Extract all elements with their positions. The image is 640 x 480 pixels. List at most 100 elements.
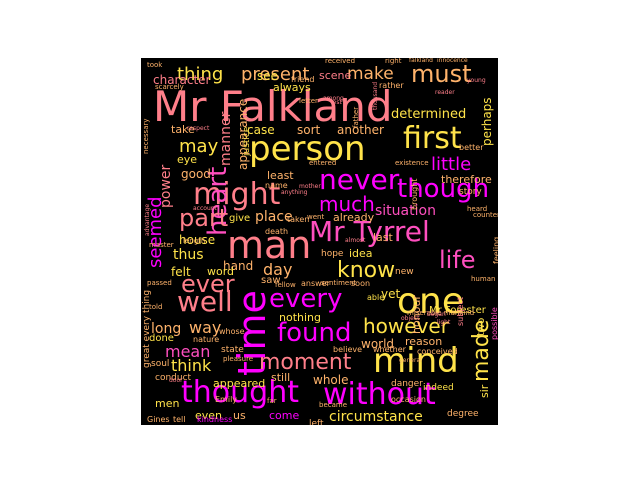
cloud-word: left bbox=[309, 419, 324, 426]
cloud-word: thing bbox=[177, 64, 224, 85]
cloud-word: case bbox=[247, 123, 275, 137]
cloud-word: last bbox=[373, 231, 393, 244]
cloud-word: two bbox=[476, 317, 487, 336]
cloud-word: see bbox=[257, 69, 279, 83]
cloud-word: friend bbox=[291, 75, 315, 84]
cloud-word: still bbox=[271, 371, 291, 384]
cloud-word: master bbox=[149, 241, 174, 249]
cloud-word: told bbox=[149, 303, 163, 311]
cloud-word: man bbox=[227, 223, 312, 267]
cloud-word: soon bbox=[351, 279, 371, 288]
cloud-word: long bbox=[151, 321, 182, 337]
cloud-word: well bbox=[177, 285, 233, 318]
cloud-word: occasion bbox=[391, 395, 426, 404]
cloud-word: door bbox=[169, 377, 183, 384]
cloud-word: object bbox=[401, 315, 420, 322]
cloud-word: passed bbox=[147, 279, 172, 287]
cloud-word: anything bbox=[281, 189, 308, 196]
cloud-word: nature bbox=[193, 335, 220, 344]
cloud-word: innocence bbox=[437, 58, 468, 64]
cloud-word: hope bbox=[321, 249, 344, 259]
cloud-word: us bbox=[233, 409, 246, 422]
cloud-word: right bbox=[385, 58, 402, 65]
cloud-word: able bbox=[367, 293, 385, 302]
cloud-word: story bbox=[459, 187, 482, 197]
cloud-word: existence bbox=[395, 159, 429, 167]
cloud-word: without bbox=[323, 377, 436, 412]
cloud-word: always bbox=[273, 81, 311, 94]
cloud-word: whose bbox=[219, 327, 245, 336]
cloud-word: heard bbox=[467, 205, 488, 213]
cloud-word: justice bbox=[242, 126, 252, 156]
cloud-word: human bbox=[471, 275, 496, 283]
cloud-word: advantage bbox=[144, 203, 151, 236]
cloud-word: father bbox=[352, 106, 360, 128]
cloud-word: yet bbox=[381, 287, 401, 301]
cloud-word: new bbox=[395, 267, 414, 277]
cloud-word: began bbox=[427, 311, 446, 318]
cloud-word: might bbox=[193, 177, 281, 212]
cloud-word: Gines bbox=[147, 415, 170, 424]
cloud-word: thus bbox=[173, 247, 204, 263]
cloud-word: Mr Tyrrel bbox=[309, 215, 430, 248]
cloud-word: word bbox=[207, 265, 235, 278]
cloud-word: entered bbox=[309, 159, 337, 167]
cloud-word: scene bbox=[319, 69, 352, 82]
cloud-word: soul bbox=[151, 359, 170, 369]
cloud-word: appeared bbox=[213, 377, 266, 390]
cloud-word: falkland bbox=[409, 58, 433, 64]
cloud-word: circumstance bbox=[329, 409, 423, 425]
cloud-word: found bbox=[277, 318, 352, 348]
cloud-word: make bbox=[347, 64, 394, 84]
cloud-word: know bbox=[337, 258, 396, 283]
cloud-word: situation bbox=[375, 203, 436, 219]
cloud-word: among bbox=[323, 95, 344, 102]
cloud-word: least bbox=[267, 169, 294, 182]
cloud-word: state bbox=[221, 345, 244, 355]
cloud-word: therefore bbox=[441, 173, 492, 186]
cloud-word: house bbox=[179, 233, 216, 247]
cloud-word: almost bbox=[345, 237, 366, 244]
cloud-word: reader bbox=[435, 89, 455, 96]
cloud-word: believe bbox=[333, 345, 363, 354]
cloud-word: light bbox=[437, 319, 451, 326]
cloud-word: way bbox=[189, 318, 222, 337]
cloud-word: mother bbox=[299, 183, 321, 190]
cloud-word: done bbox=[149, 333, 174, 344]
word-cloud: Mr Falkland person man Mr Tyrrel time on… bbox=[141, 58, 498, 425]
cloud-word: whether bbox=[373, 345, 406, 354]
cloud-word: character bbox=[153, 73, 211, 87]
cloud-word: sort bbox=[297, 123, 321, 137]
cloud-word: day bbox=[263, 260, 293, 279]
cloud-word: come bbox=[269, 409, 300, 422]
cloud-word: Mr Falkland bbox=[153, 82, 393, 131]
cloud-word: perhaps bbox=[480, 97, 494, 146]
cloud-word: scarcely bbox=[155, 83, 184, 91]
cloud-word: pleasure bbox=[223, 355, 254, 363]
cloud-word: however bbox=[363, 314, 449, 338]
cloud-word: account bbox=[193, 205, 217, 212]
cloud-word: moment bbox=[259, 350, 352, 375]
cloud-word: great every thing bbox=[142, 289, 152, 368]
cloud-word: manner bbox=[218, 111, 234, 166]
cloud-word: idea bbox=[349, 247, 373, 260]
cloud-word: answer bbox=[301, 279, 330, 288]
cloud-word: received bbox=[325, 58, 356, 65]
cloud-word: place bbox=[255, 209, 293, 225]
cloud-word: Mr Forester bbox=[429, 305, 486, 316]
cloud-word: much bbox=[319, 192, 375, 216]
cloud-word: general bbox=[399, 357, 422, 364]
cloud-word: determined bbox=[391, 107, 467, 122]
cloud-word: already bbox=[333, 211, 375, 224]
cloud-word: conceived bbox=[417, 347, 458, 356]
cloud-word: went bbox=[307, 213, 325, 221]
cloud-word: sentiment bbox=[321, 279, 357, 287]
cloud-word: length bbox=[183, 237, 206, 245]
cloud-word: reason bbox=[405, 335, 443, 348]
cloud-word: mean bbox=[165, 342, 211, 361]
cloud-word: tell bbox=[173, 415, 186, 424]
cloud-word: person bbox=[249, 129, 366, 169]
cloud-word: may bbox=[179, 136, 219, 157]
cloud-word: men bbox=[155, 397, 180, 410]
cloud-word: rather bbox=[379, 81, 404, 90]
